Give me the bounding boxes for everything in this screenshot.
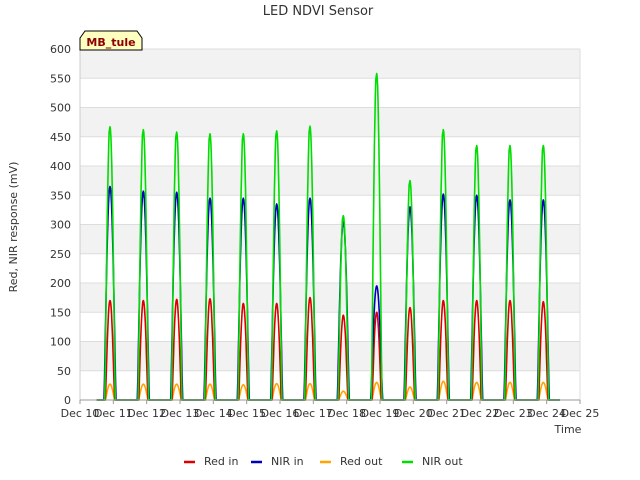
- plot-band: [80, 341, 580, 371]
- plot-band: [80, 107, 580, 137]
- legend-label: NIR out: [422, 455, 463, 468]
- plot-band: [80, 253, 580, 283]
- badge-label: MB_tule: [86, 36, 135, 49]
- legend-label: NIR in: [271, 455, 304, 468]
- plot-band: [80, 312, 580, 342]
- x-tick-label: Dec 23: [494, 407, 533, 420]
- plot-band: [80, 78, 580, 108]
- chart-title: LED NDVI Sensor: [263, 4, 374, 19]
- y-tick-label: 100: [50, 336, 71, 349]
- x-tick-label: Dec 16: [261, 407, 300, 420]
- x-axis-title: Time: [554, 423, 582, 436]
- x-tick-label: Dec 11: [94, 407, 133, 420]
- plot-band: [80, 283, 580, 313]
- y-tick-label: 500: [50, 102, 71, 115]
- y-tick-label: 200: [50, 277, 71, 290]
- plot-background: [80, 49, 580, 400]
- y-tick-label: 350: [50, 189, 71, 202]
- legend-label: Red out: [340, 455, 383, 468]
- plot-band: [80, 49, 580, 79]
- axes: [79, 48, 581, 404]
- y-tick-label: 450: [50, 131, 71, 144]
- x-tick-label: Dec 17: [294, 407, 333, 420]
- x-tick-label: Dec 15: [227, 407, 266, 420]
- y-tick-label: 150: [50, 306, 71, 319]
- y-tick-labels: 0 50 100 150 200 250 300 350 400 450 500 550 600: [50, 43, 71, 407]
- x-tick-label: Dec 21: [427, 407, 466, 420]
- y-tick-label: 0: [64, 394, 71, 407]
- plot-band: [80, 136, 580, 166]
- x-tick-label: Dec 25: [561, 407, 600, 420]
- plot-band: [80, 195, 580, 225]
- x-tick-label: Dec 22: [461, 407, 500, 420]
- plot-band: [80, 224, 580, 254]
- plot-band: [80, 370, 580, 400]
- x-tick-label: Dec 24: [527, 407, 566, 420]
- badge-shape: [79, 30, 143, 51]
- x-tick-label: Dec 20: [394, 407, 433, 420]
- legend-item: NIR in: [251, 455, 304, 468]
- y-tick-label: 550: [50, 72, 71, 85]
- x-tick-label: Dec 18: [327, 407, 366, 420]
- x-tick-label: Dec 14: [194, 407, 233, 420]
- y-axis-title: Red, NIR response (mV): [7, 162, 20, 293]
- legend-item: NIR out: [402, 455, 463, 468]
- x-tick-label: Dec 19: [361, 407, 400, 420]
- legend-item: Red in: [184, 455, 238, 468]
- legend-label: Red in: [204, 455, 238, 468]
- y-tick-label: 300: [50, 219, 71, 232]
- y-tick-label: 600: [50, 43, 71, 56]
- plot-band: [80, 166, 580, 196]
- x-tick-label: Dec 13: [161, 407, 200, 420]
- y-tick-label: 400: [50, 160, 71, 173]
- station-badge: MB_tule: [79, 30, 143, 51]
- legend: Red in NIR in Red out NIR out: [184, 455, 463, 468]
- y-tick-label: 250: [50, 248, 71, 261]
- x-tick-label: Dec 10: [61, 407, 100, 420]
- x-tick-label: Dec 12: [127, 407, 166, 420]
- y-tick-label: 50: [57, 365, 71, 378]
- legend-item: Red out: [320, 455, 383, 468]
